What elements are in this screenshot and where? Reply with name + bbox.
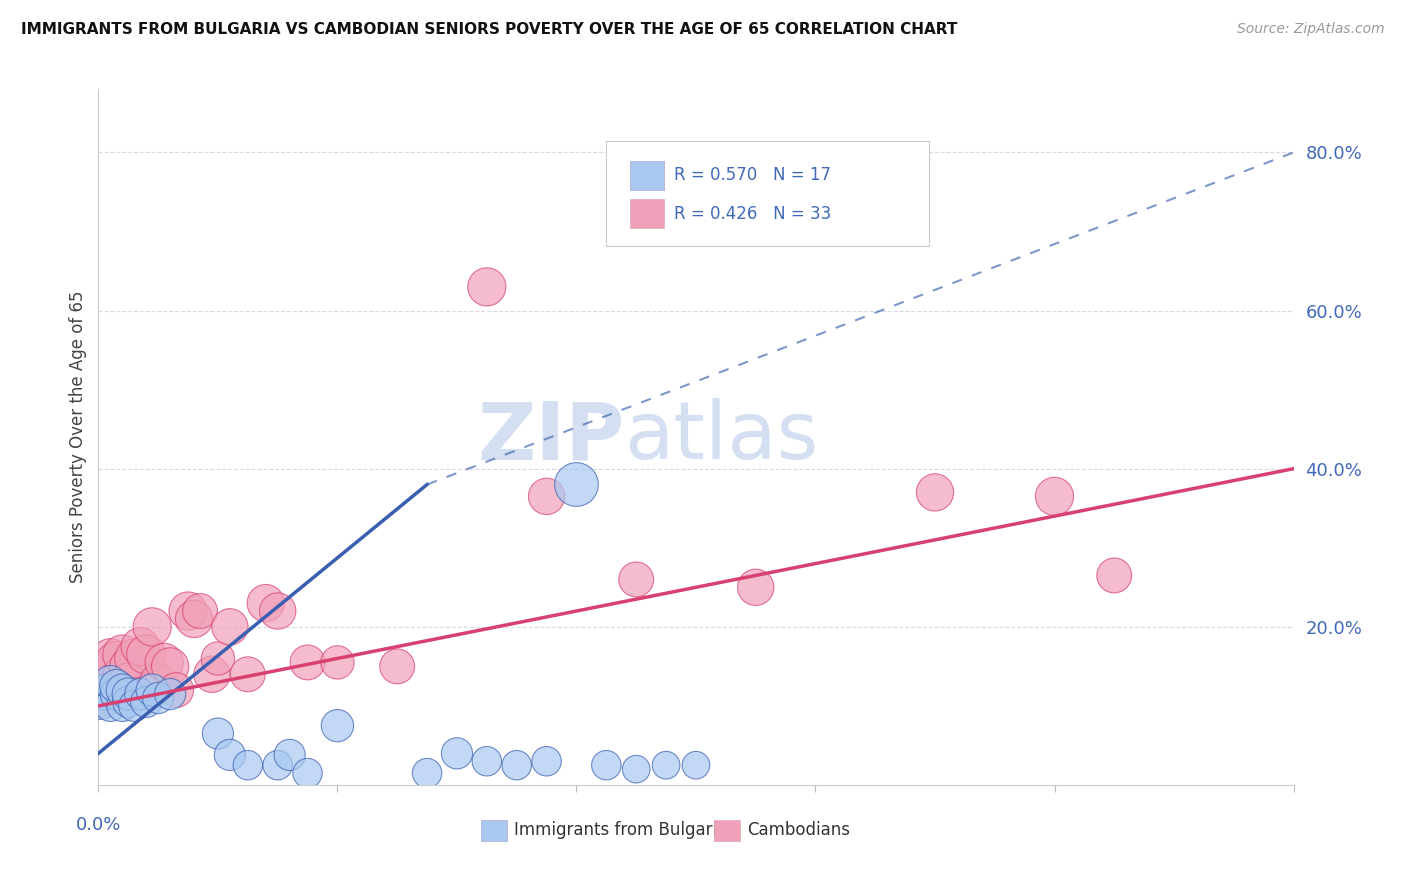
Point — [177, 604, 200, 618]
Point — [297, 656, 319, 670]
Point — [685, 758, 707, 772]
Point — [267, 604, 290, 618]
Point — [626, 762, 648, 776]
Point — [188, 604, 211, 618]
Point — [117, 695, 139, 709]
Point — [117, 675, 139, 690]
Point — [129, 640, 152, 654]
Point — [326, 719, 349, 733]
Point — [117, 659, 139, 673]
Point — [207, 726, 229, 740]
Point — [297, 766, 319, 780]
Text: IMMIGRANTS FROM BULGARIA VS CAMBODIAN SENIORS POVERTY OVER THE AGE OF 65 CORRELA: IMMIGRANTS FROM BULGARIA VS CAMBODIAN SE… — [21, 22, 957, 37]
Bar — [630, 199, 664, 228]
Text: R = 0.426   N = 33: R = 0.426 N = 33 — [675, 205, 832, 223]
Point — [93, 687, 115, 701]
Point — [90, 675, 112, 690]
Point — [93, 667, 115, 681]
Point — [93, 679, 115, 693]
Point — [267, 758, 290, 772]
Point — [111, 648, 134, 662]
Bar — [630, 161, 664, 190]
Point — [129, 687, 152, 701]
FancyBboxPatch shape — [606, 141, 929, 245]
Text: atlas: atlas — [624, 398, 818, 476]
Point — [124, 651, 146, 665]
Point — [98, 683, 122, 698]
Point — [183, 612, 205, 626]
Point — [117, 687, 139, 701]
Point — [385, 659, 409, 673]
Point — [135, 695, 157, 709]
Point — [924, 485, 946, 500]
Point — [98, 675, 122, 690]
Y-axis label: Seniors Poverty Over the Age of 65: Seniors Poverty Over the Age of 65 — [69, 291, 87, 583]
Point — [105, 656, 128, 670]
Point — [595, 758, 617, 772]
Point — [90, 695, 112, 709]
Text: R = 0.570   N = 17: R = 0.570 N = 17 — [675, 167, 831, 185]
Point — [254, 596, 277, 610]
Point — [159, 687, 181, 701]
Point — [105, 675, 128, 690]
Point — [153, 656, 176, 670]
Point — [536, 754, 558, 768]
Point — [536, 489, 558, 503]
Point — [278, 747, 301, 762]
Text: Cambodians: Cambodians — [748, 822, 851, 839]
Point — [207, 651, 229, 665]
Point — [626, 573, 648, 587]
Point — [201, 667, 224, 681]
Point — [745, 580, 768, 594]
Point — [105, 687, 128, 701]
Point — [219, 620, 242, 634]
Point — [98, 698, 122, 713]
Point — [565, 477, 588, 491]
Text: Immigrants from Bulgaria: Immigrants from Bulgaria — [515, 822, 727, 839]
Point — [98, 651, 122, 665]
Point — [475, 280, 498, 294]
Point — [475, 754, 498, 768]
Point — [416, 766, 439, 780]
Point — [111, 667, 134, 681]
Bar — [714, 820, 740, 840]
Point — [446, 747, 468, 761]
Point — [506, 758, 529, 772]
Point — [655, 758, 678, 772]
Text: ZIP: ZIP — [477, 398, 624, 476]
Bar — [481, 820, 508, 840]
Point — [219, 747, 242, 762]
Point — [135, 648, 157, 662]
Point — [105, 679, 128, 693]
Point — [236, 667, 259, 681]
Text: Source: ZipAtlas.com: Source: ZipAtlas.com — [1237, 22, 1385, 37]
Point — [326, 656, 349, 670]
Point — [148, 675, 170, 690]
Point — [159, 659, 181, 673]
Point — [165, 683, 187, 698]
Point — [124, 698, 146, 713]
Point — [1104, 568, 1126, 582]
Point — [236, 758, 259, 772]
Point — [89, 687, 111, 701]
Point — [111, 698, 134, 713]
Point — [141, 620, 163, 634]
Point — [111, 683, 134, 698]
Point — [93, 683, 115, 698]
Text: 0.0%: 0.0% — [76, 816, 121, 834]
Point — [1043, 489, 1066, 503]
Point — [141, 683, 163, 698]
Point — [148, 690, 170, 705]
